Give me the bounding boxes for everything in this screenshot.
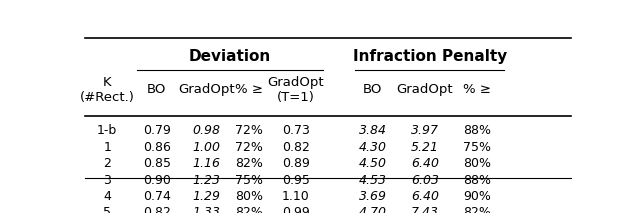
- Text: 88%: 88%: [463, 124, 491, 137]
- Text: 5.21: 5.21: [411, 141, 439, 154]
- Text: 1.23: 1.23: [193, 174, 220, 187]
- Text: 0.85: 0.85: [143, 157, 171, 170]
- Text: 1: 1: [103, 141, 111, 154]
- Text: 80%: 80%: [463, 157, 491, 170]
- Text: 6.03: 6.03: [411, 174, 439, 187]
- Text: 6.40: 6.40: [411, 157, 439, 170]
- Text: 0.86: 0.86: [143, 141, 171, 154]
- Text: 6.40: 6.40: [411, 190, 439, 203]
- Text: 3.97: 3.97: [411, 124, 439, 137]
- Text: 82%: 82%: [463, 206, 491, 213]
- Text: BO: BO: [363, 83, 382, 96]
- Text: Deviation: Deviation: [189, 49, 271, 65]
- Text: 88%: 88%: [463, 174, 491, 187]
- Text: 1-b: 1-b: [97, 124, 117, 137]
- Text: 80%: 80%: [235, 190, 262, 203]
- Text: 7.43: 7.43: [411, 206, 439, 213]
- Text: 1.33: 1.33: [193, 206, 220, 213]
- Text: 4.50: 4.50: [358, 157, 387, 170]
- Text: 4.70: 4.70: [358, 206, 387, 213]
- Text: BO: BO: [147, 83, 166, 96]
- Text: GradOpt
(T=1): GradOpt (T=1): [268, 76, 324, 104]
- Text: 0.89: 0.89: [282, 157, 310, 170]
- Text: GradOpt: GradOpt: [396, 83, 453, 96]
- Text: 1.10: 1.10: [282, 190, 310, 203]
- Text: 75%: 75%: [235, 174, 262, 187]
- Text: 1.00: 1.00: [193, 141, 220, 154]
- Text: 3: 3: [103, 174, 111, 187]
- Text: 3.84: 3.84: [358, 124, 387, 137]
- Text: % ≥: % ≥: [235, 83, 262, 96]
- Text: 0.98: 0.98: [193, 124, 220, 137]
- Text: GradOpt: GradOpt: [178, 83, 235, 96]
- Text: 5: 5: [103, 206, 111, 213]
- Text: 4: 4: [103, 190, 111, 203]
- Text: % ≥: % ≥: [463, 83, 491, 96]
- Text: 72%: 72%: [235, 124, 262, 137]
- Text: Infraction Penalty: Infraction Penalty: [353, 49, 507, 65]
- Text: 0.74: 0.74: [143, 190, 171, 203]
- Text: 2: 2: [103, 157, 111, 170]
- Text: 82%: 82%: [235, 206, 262, 213]
- Text: 1.16: 1.16: [193, 157, 220, 170]
- Text: 4.30: 4.30: [358, 141, 387, 154]
- Text: 0.73: 0.73: [282, 124, 310, 137]
- Text: 82%: 82%: [235, 157, 262, 170]
- Text: 72%: 72%: [235, 141, 262, 154]
- Text: K
(#Rect.): K (#Rect.): [80, 76, 134, 104]
- Text: 3.69: 3.69: [358, 190, 387, 203]
- Text: 4.53: 4.53: [358, 174, 387, 187]
- Text: 75%: 75%: [463, 141, 491, 154]
- Text: 0.79: 0.79: [143, 124, 171, 137]
- Text: 0.82: 0.82: [282, 141, 310, 154]
- Text: 0.82: 0.82: [143, 206, 171, 213]
- Text: 0.99: 0.99: [282, 206, 310, 213]
- Text: 90%: 90%: [463, 190, 491, 203]
- Text: 1.29: 1.29: [193, 190, 220, 203]
- Text: 0.95: 0.95: [282, 174, 310, 187]
- Text: 0.90: 0.90: [143, 174, 171, 187]
